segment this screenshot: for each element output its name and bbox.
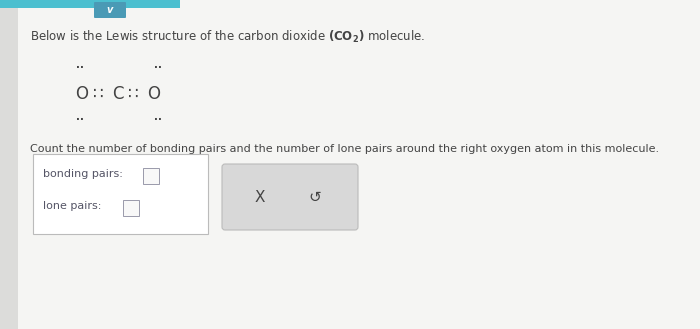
Text: bonding pairs:: bonding pairs: [43,169,123,179]
Bar [0,8,18,329]
Text: O: O [75,85,88,103]
Text: ↺: ↺ [309,190,321,205]
Bar [123,200,139,216]
Bar [33,154,208,234]
Text: ··: ·· [76,63,84,73]
Text: v: v [107,5,113,15]
Text: ∷: ∷ [93,85,104,103]
Text: C: C [112,85,123,103]
Text: X: X [255,190,265,205]
Text: ∷: ∷ [128,85,139,103]
Text: Below is the Lewis structure of the carbon dioxide $\mathbf{(CO_2)}$ molecule.: Below is the Lewis structure of the carb… [30,29,426,45]
Text: ··: ·· [154,115,162,125]
Text: lone pairs:: lone pairs: [43,201,102,211]
Bar [143,168,159,184]
Text: O: O [147,85,160,103]
Text: ··: ·· [76,115,84,125]
Bar [0,0,180,8]
FancyBboxPatch shape [94,2,126,18]
Text: Count the number of bonding pairs and the number of lone pairs around the right : Count the number of bonding pairs and th… [30,144,659,154]
Text: ··: ·· [154,63,162,73]
FancyBboxPatch shape [222,164,358,230]
